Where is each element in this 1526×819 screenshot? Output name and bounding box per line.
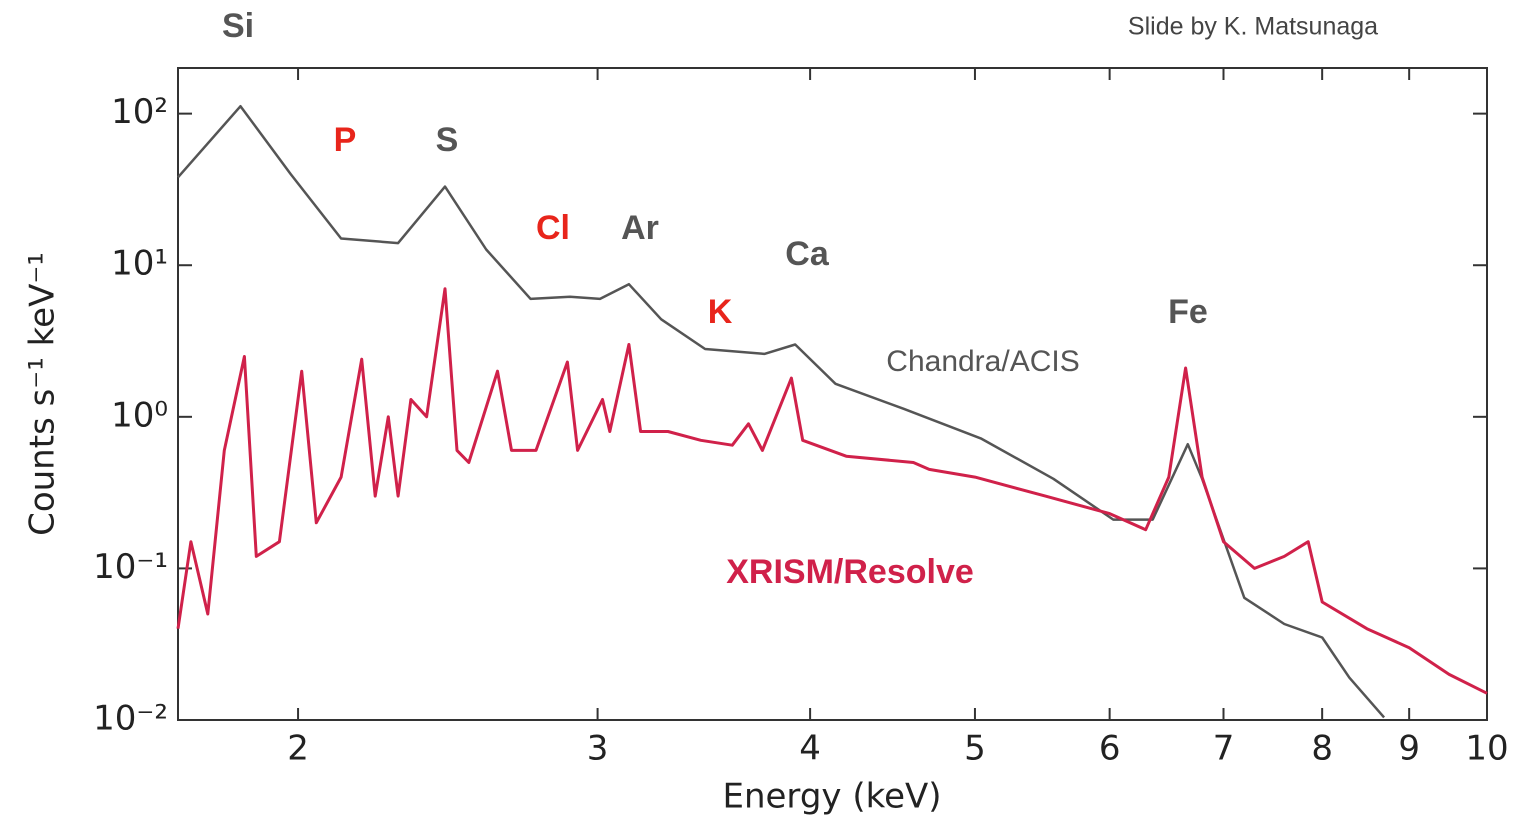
element-label: K <box>708 293 733 331</box>
y-tick-label: 10⁰ <box>111 395 168 435</box>
y-tick-label: 10⁻² <box>93 699 168 739</box>
x-axis-label: Energy (keV) <box>722 777 941 817</box>
series-line <box>176 287 1488 695</box>
x-tick-label: 2 <box>287 729 309 769</box>
x-tick-label: 5 <box>964 729 986 769</box>
series-label: Chandra/ACIS <box>886 345 1079 378</box>
series-label: XRISM/Resolve <box>726 553 974 591</box>
element-label: Si <box>222 7 254 45</box>
series-line <box>177 104 1386 719</box>
x-tick-label: 9 <box>1398 729 1420 769</box>
element-label: S <box>436 121 459 159</box>
element-label: Cl <box>536 209 570 247</box>
credit: Slide by K. Matsunaga <box>1128 13 1378 41</box>
y-tick-label: 10¹ <box>111 244 168 284</box>
x-tick-label: 6 <box>1099 729 1121 769</box>
plot-frame <box>177 67 1488 721</box>
y-tick-label: 10² <box>111 92 168 132</box>
element-label: P <box>334 121 357 159</box>
x-tick-label: 10 <box>1465 729 1508 769</box>
y-axis-label: Counts s⁻¹ keV⁻¹ <box>23 252 63 536</box>
x-tick-label: 3 <box>587 729 609 769</box>
x-tick-label: 8 <box>1311 729 1333 769</box>
element-label: Ar <box>621 209 659 247</box>
x-tick-label: 7 <box>1213 729 1235 769</box>
x-tick-label: 4 <box>799 729 821 769</box>
element-label: Ca <box>785 235 830 273</box>
y-tick-label: 10⁻¹ <box>93 547 168 587</box>
element-label: Fe <box>1168 293 1208 331</box>
